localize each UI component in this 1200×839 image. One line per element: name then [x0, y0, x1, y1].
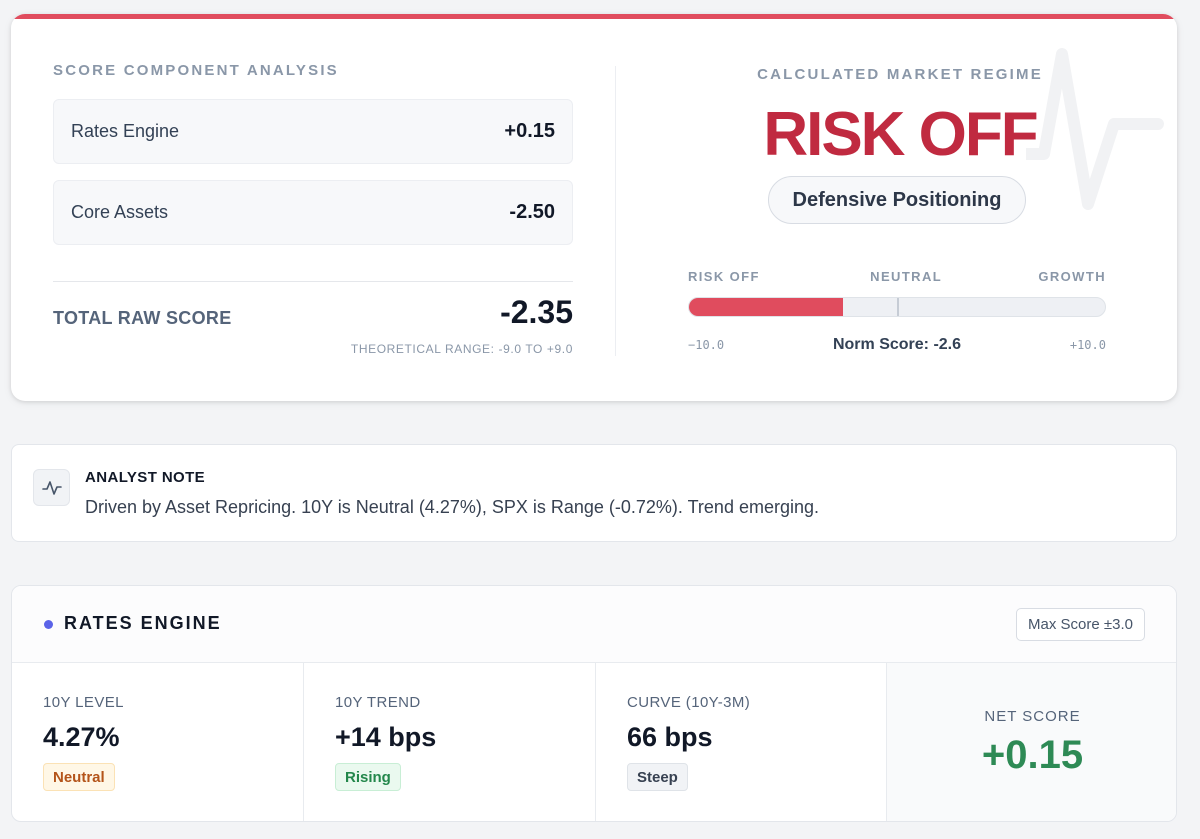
- net-score-label: NET SCORE: [984, 708, 1081, 725]
- metric-10y-level: 10Y LEVEL 4.27% Neutral: [12, 663, 304, 821]
- metric-value: +14 bps: [335, 722, 437, 752]
- gauge-min: −10.0: [688, 338, 725, 352]
- metric-label: 10Y TREND: [335, 694, 421, 711]
- pulse-icon: [1026, 48, 1164, 210]
- gauge-label-growth: GROWTH: [1038, 269, 1106, 284]
- score-component-title: SCORE COMPONENT ANALYSIS: [53, 62, 339, 79]
- net-score-panel: NET SCORE +0.15: [887, 663, 1176, 821]
- theoretical-range-note: THEORETICAL RANGE: -9.0 TO +9.0: [350, 342, 573, 356]
- vertical-divider: [615, 66, 616, 356]
- total-raw-score-label: TOTAL RAW SCORE: [53, 308, 232, 328]
- regime-label: CALCULATED MARKET REGIME: [757, 66, 1043, 83]
- component-row-core-assets: Core Assets -2.50: [53, 180, 573, 245]
- rates-engine-card: RATES ENGINE Max Score ±3.0 10Y LEVEL 4.…: [11, 585, 1177, 822]
- component-row-rates: Rates Engine +0.15: [53, 99, 573, 164]
- rates-engine-header: RATES ENGINE Max Score ±3.0: [12, 586, 1176, 663]
- gauge-scale: −10.0 Norm Score: -2.6 +10.0: [688, 336, 1106, 354]
- rates-engine-title: RATES ENGINE: [64, 613, 222, 633]
- regime-positioning-pill: Defensive Positioning: [768, 176, 1026, 224]
- status-badge: Neutral: [43, 763, 115, 791]
- metric-curve: CURVE (10Y-3M) 66 bps Steep: [596, 663, 887, 821]
- norm-score: Norm Score: -2.6: [832, 336, 962, 353]
- gauge-fill: [689, 298, 843, 316]
- status-badge: Steep: [627, 763, 688, 791]
- gauge-midpoint: [897, 298, 899, 316]
- metric-10y-trend: 10Y TREND +14 bps Rising: [304, 663, 596, 821]
- gauge-label-neutral: NEUTRAL: [870, 269, 943, 284]
- accent-strip: [11, 14, 1177, 19]
- regime-card: SCORE COMPONENT ANALYSIS Rates Engine +0…: [11, 14, 1177, 401]
- analyst-note-title: ANALYST NOTE: [85, 469, 206, 486]
- analyst-note-card: ANALYST NOTE Driven by Asset Repricing. …: [11, 444, 1177, 542]
- score-component-panel: SCORE COMPONENT ANALYSIS Rates Engine +0…: [53, 62, 573, 261]
- component-value: +0.15: [504, 120, 555, 142]
- status-badge: Rising: [335, 763, 401, 791]
- divider: [53, 281, 573, 282]
- metric-label: CURVE (10Y-3M): [627, 694, 751, 711]
- max-score-badge: Max Score ±3.0: [1016, 608, 1145, 641]
- regime-gauge: [688, 297, 1106, 317]
- component-name: Core Assets: [71, 202, 169, 222]
- regime-title: RISK OFF: [763, 100, 1038, 169]
- metric-value: 4.27%: [43, 722, 120, 752]
- component-value: -2.50: [509, 201, 555, 223]
- gauge-max: +10.0: [1069, 338, 1106, 352]
- total-raw-score-value: -2.35: [500, 294, 573, 330]
- metric-label: 10Y LEVEL: [43, 694, 124, 711]
- component-name: Rates Engine: [71, 121, 180, 141]
- status-dot: [44, 620, 53, 629]
- analyst-note-body: Driven by Asset Repricing. 10Y is Neutra…: [85, 497, 820, 517]
- regime-panel: CALCULATED MARKET REGIME RISK OFF Defens…: [615, 14, 1177, 401]
- activity-icon: [33, 469, 70, 506]
- metric-value: 66 bps: [627, 722, 713, 752]
- net-score-value: +0.15: [981, 733, 1084, 777]
- gauge-label-risk-off: RISK OFF: [688, 269, 760, 284]
- gauge-labels: RISK OFF NEUTRAL GROWTH: [688, 269, 1106, 284]
